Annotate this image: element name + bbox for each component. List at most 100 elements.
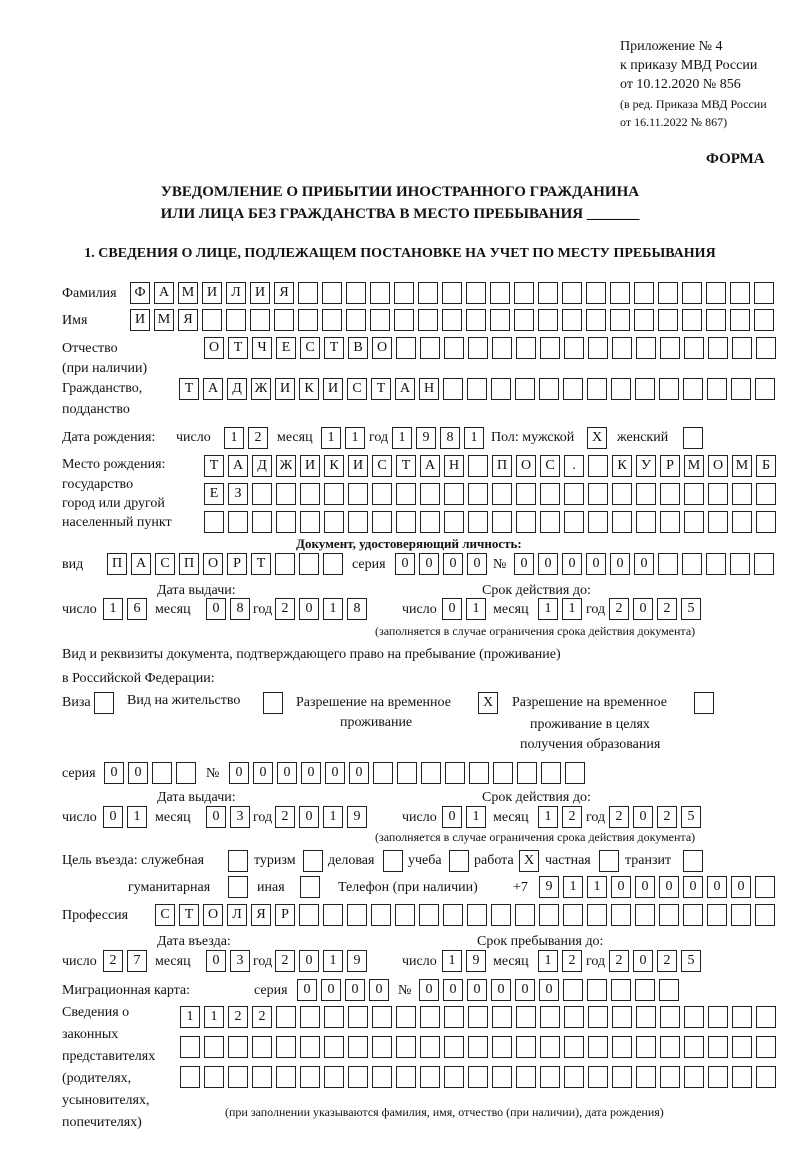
char-cell[interactable] (275, 553, 295, 575)
char-cell[interactable] (348, 511, 368, 533)
char-cell[interactable] (346, 309, 366, 331)
char-cell[interactable] (564, 1006, 584, 1028)
char-cell[interactable] (442, 309, 462, 331)
char-cell[interactable]: 1 (464, 427, 484, 449)
char-cell[interactable] (516, 483, 536, 505)
char-cell[interactable]: И (130, 309, 150, 331)
char-cell[interactable]: Т (371, 378, 391, 400)
char-cell[interactable] (204, 1036, 224, 1058)
char-cell[interactable] (300, 1036, 320, 1058)
char-cell[interactable]: 1 (345, 427, 365, 449)
char-cell[interactable] (420, 1066, 440, 1088)
char-cell[interactable] (660, 483, 680, 505)
char-cell[interactable] (756, 1036, 776, 1058)
char-cell[interactable]: И (348, 455, 368, 477)
char-cell[interactable] (586, 309, 606, 331)
char-cell[interactable]: О (204, 337, 224, 359)
char-cell[interactable] (395, 904, 415, 926)
char-cell[interactable] (682, 282, 702, 304)
char-cell[interactable]: Я (274, 282, 294, 304)
char-cell[interactable]: К (324, 455, 344, 477)
char-cell[interactable] (152, 762, 172, 784)
char-cell[interactable]: 0 (515, 979, 535, 1001)
char-cell[interactable]: 2 (103, 950, 123, 972)
char-cell[interactable] (517, 762, 537, 784)
char-cell[interactable]: В (348, 337, 368, 359)
char-cell[interactable] (516, 1066, 536, 1088)
char-cell[interactable] (466, 309, 486, 331)
char-cell[interactable] (659, 979, 679, 1001)
char-cell[interactable]: М (732, 455, 752, 477)
char-cell[interactable] (708, 483, 728, 505)
char-cell[interactable]: 2 (657, 950, 677, 972)
char-cell[interactable]: А (154, 282, 174, 304)
char-cell[interactable] (176, 762, 196, 784)
char-cell[interactable]: 1 (466, 598, 486, 620)
char-cell[interactable]: 3 (230, 950, 250, 972)
char-cell[interactable] (587, 904, 607, 926)
char-cell[interactable] (683, 904, 703, 926)
char-cell[interactable]: О (372, 337, 392, 359)
char-cell[interactable] (348, 1006, 368, 1028)
char-cell[interactable] (252, 511, 272, 533)
char-cell[interactable] (443, 378, 463, 400)
char-cell[interactable] (396, 337, 416, 359)
char-cell[interactable]: 2 (657, 598, 677, 620)
char-cell[interactable]: 0 (633, 598, 653, 620)
char-cell[interactable] (730, 553, 750, 575)
char-cell[interactable] (276, 483, 296, 505)
char-cell[interactable]: Т (324, 337, 344, 359)
char-cell[interactable] (540, 1036, 560, 1058)
char-cell[interactable] (588, 337, 608, 359)
checkbox-cell[interactable] (383, 850, 403, 872)
char-cell[interactable]: Р (660, 455, 680, 477)
char-cell[interactable] (538, 309, 558, 331)
char-cell[interactable] (659, 904, 679, 926)
char-cell[interactable] (226, 309, 246, 331)
char-cell[interactable] (708, 337, 728, 359)
char-cell[interactable]: 1 (323, 806, 343, 828)
char-cell[interactable] (540, 1066, 560, 1088)
char-cell[interactable]: 1 (321, 427, 341, 449)
char-cell[interactable]: 0 (206, 598, 226, 620)
char-cell[interactable]: 2 (228, 1006, 248, 1028)
char-cell[interactable]: А (395, 378, 415, 400)
char-cell[interactable]: 0 (253, 762, 273, 784)
char-cell[interactable] (397, 762, 417, 784)
char-cell[interactable] (467, 378, 487, 400)
char-cell[interactable] (371, 904, 391, 926)
char-cell[interactable] (588, 511, 608, 533)
char-cell[interactable] (564, 337, 584, 359)
char-cell[interactable]: 1 (127, 806, 147, 828)
char-cell[interactable]: 2 (275, 950, 295, 972)
char-cell[interactable] (754, 553, 774, 575)
char-cell[interactable] (300, 1006, 320, 1028)
char-cell[interactable] (731, 904, 751, 926)
char-cell[interactable]: 2 (609, 950, 629, 972)
char-cell[interactable]: 0 (635, 876, 655, 898)
checkbox-cell[interactable] (694, 692, 714, 714)
char-cell[interactable] (444, 1066, 464, 1088)
char-cell[interactable] (492, 483, 512, 505)
char-cell[interactable]: 1 (538, 806, 558, 828)
char-cell[interactable]: Ч (252, 337, 272, 359)
char-cell[interactable]: 2 (252, 1006, 272, 1028)
char-cell[interactable] (636, 1036, 656, 1058)
char-cell[interactable]: 6 (127, 598, 147, 620)
char-cell[interactable] (515, 378, 535, 400)
char-cell[interactable]: К (299, 378, 319, 400)
char-cell[interactable] (180, 1036, 200, 1058)
char-cell[interactable]: Т (396, 455, 416, 477)
char-cell[interactable] (491, 378, 511, 400)
char-cell[interactable] (444, 483, 464, 505)
char-cell[interactable] (732, 483, 752, 505)
char-cell[interactable] (539, 904, 559, 926)
char-cell[interactable] (490, 309, 510, 331)
char-cell[interactable] (612, 1006, 632, 1028)
char-cell[interactable] (586, 282, 606, 304)
char-cell[interactable] (684, 483, 704, 505)
char-cell[interactable] (492, 511, 512, 533)
char-cell[interactable] (420, 483, 440, 505)
char-cell[interactable] (420, 511, 440, 533)
char-cell[interactable] (636, 483, 656, 505)
